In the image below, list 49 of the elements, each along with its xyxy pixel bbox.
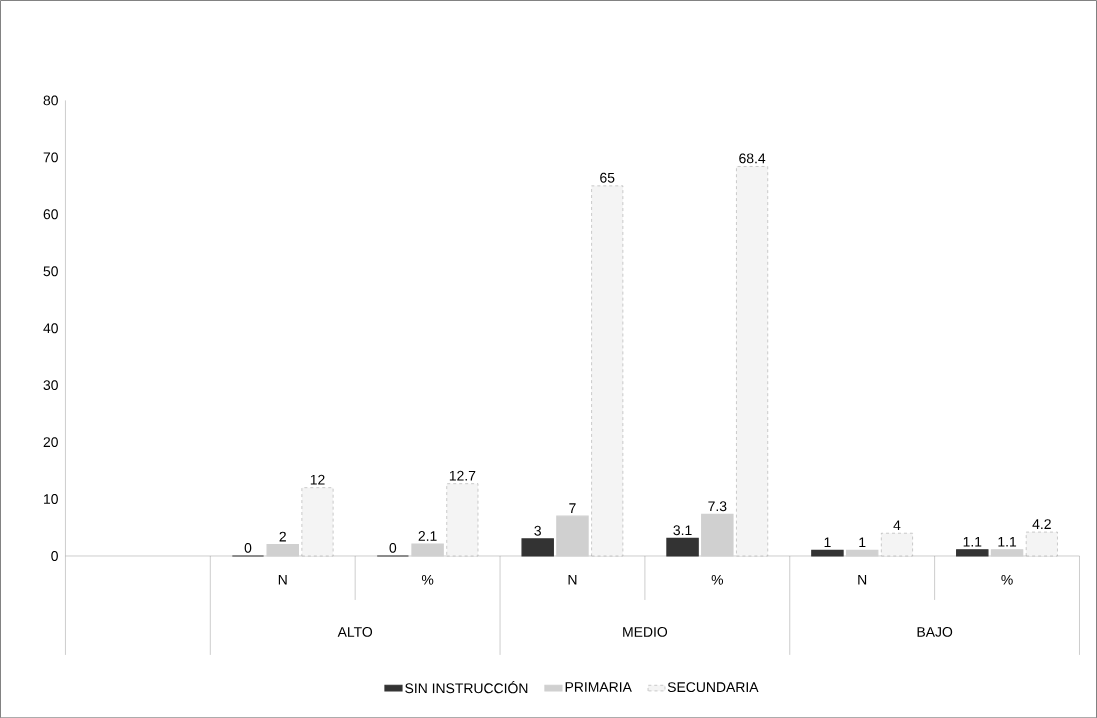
- data-label: 2: [279, 531, 286, 542]
- bar: [411, 543, 444, 557]
- bar: [556, 515, 589, 557]
- x-tick-label: %: [711, 574, 724, 585]
- y-tick-label: 60: [43, 209, 58, 220]
- data-label: 0: [389, 542, 397, 553]
- bar: [956, 548, 989, 557]
- y-tick-label: 0: [51, 550, 58, 561]
- y-tick-label: 20: [43, 436, 58, 447]
- data-label: 4: [893, 520, 901, 530]
- x-tick-label: %: [1001, 574, 1013, 585]
- bar: [666, 537, 699, 557]
- data-label: 12.7: [449, 470, 476, 481]
- bar: [266, 543, 299, 557]
- bar: [701, 513, 734, 557]
- y-tick-label: 70: [43, 152, 58, 163]
- text: BAJO: [917, 626, 953, 637]
- bar: [990, 548, 1024, 557]
- legend-label: SECUNDARIA: [667, 682, 759, 692]
- bar: [811, 549, 844, 557]
- data-label: 65: [600, 172, 615, 183]
- data-label: 0: [244, 542, 252, 553]
- x-tick-label: %: [421, 574, 434, 585]
- bar: [845, 549, 879, 557]
- data-label: 2.1: [418, 530, 437, 541]
- data-label: 1: [824, 537, 831, 547]
- legend-label: SIN INSTRUCCIÓN: [405, 680, 528, 694]
- text: MEDIO: [623, 626, 668, 637]
- data-label: 1.1: [998, 536, 1017, 547]
- legend-label: PRIMARIA: [565, 682, 632, 692]
- y-tick-label: 10: [44, 493, 58, 504]
- data-label: 4.2: [1032, 518, 1051, 529]
- data-label: 1.1: [963, 536, 982, 547]
- x-tick-label: N: [278, 574, 287, 585]
- y-tick-label: 40: [43, 323, 58, 333]
- data-label: 3.1: [673, 525, 692, 535]
- data-label: 12: [310, 474, 325, 485]
- x-tick-label: N: [858, 574, 867, 585]
- bar: [521, 538, 554, 557]
- data-label: 68.4: [739, 153, 766, 164]
- y-tick-label: 30: [43, 380, 58, 390]
- x-tick-label: N: [568, 574, 577, 585]
- data-label: 7.3: [708, 501, 727, 512]
- data-label: 7: [569, 503, 576, 513]
- data-label: 3: [534, 525, 541, 536]
- data-label: 1: [859, 537, 866, 547]
- text: ALTO: [337, 626, 373, 637]
- y-tick-label: 80: [43, 95, 58, 106]
- y-tick-label: 50: [43, 266, 58, 277]
